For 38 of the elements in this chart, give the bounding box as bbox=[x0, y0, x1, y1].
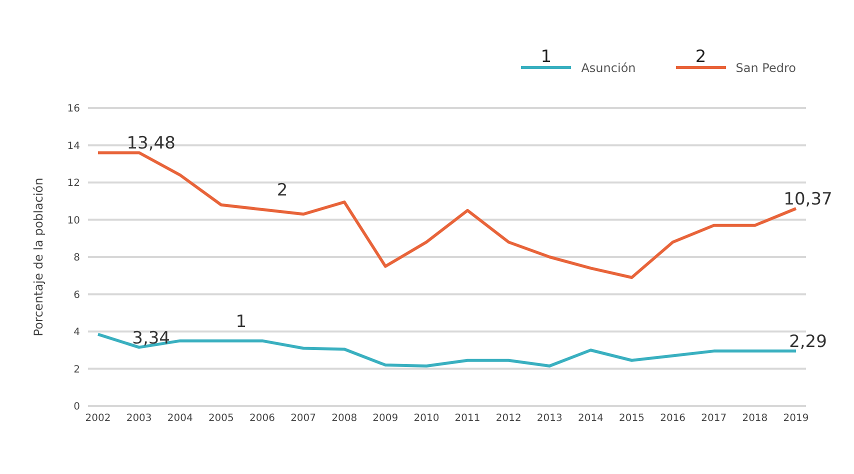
annotation: 10,37 bbox=[784, 190, 832, 210]
x-tick-label: 2002 bbox=[85, 413, 111, 424]
y-tick-label: 10 bbox=[67, 215, 80, 226]
annotation: 13,48 bbox=[126, 134, 176, 154]
y-tick-label: 12 bbox=[67, 178, 80, 190]
x-tick-label: 2008 bbox=[332, 413, 358, 424]
y-tick-label: 8 bbox=[74, 252, 80, 264]
y-tick-label: 16 bbox=[67, 104, 80, 115]
y-axis-title: Porcentaje de la población bbox=[31, 178, 46, 336]
x-tick-label: 2004 bbox=[167, 413, 193, 424]
annotation: 2,29 bbox=[789, 332, 827, 352]
x-tick-label: 2010 bbox=[414, 413, 440, 424]
x-tick-label: 2005 bbox=[208, 413, 234, 424]
y-tick-label: 4 bbox=[74, 327, 80, 338]
x-tick-label: 2006 bbox=[250, 413, 275, 424]
x-tick-label: 2012 bbox=[496, 413, 522, 424]
y-tick-label: 0 bbox=[74, 402, 80, 413]
x-tick-label: 2007 bbox=[290, 413, 316, 424]
y-tick-label: 6 bbox=[74, 290, 80, 301]
text: 1 bbox=[540, 47, 552, 67]
annotation: 2 bbox=[276, 180, 288, 201]
x-tick-label: 2015 bbox=[619, 413, 644, 424]
x-tick-label: 2017 bbox=[701, 413, 727, 424]
text: 2 bbox=[695, 47, 706, 67]
legend-label: San Pedro bbox=[736, 61, 796, 75]
x-tick-label: 2013 bbox=[536, 413, 562, 424]
x-tick-label: 2019 bbox=[783, 413, 809, 424]
x-tick-label: 2009 bbox=[372, 413, 398, 424]
y-tick-label: 2 bbox=[74, 364, 80, 376]
x-tick-label: 2003 bbox=[126, 413, 152, 424]
x-tick-label: 2018 bbox=[742, 413, 768, 424]
y-tick-label: 14 bbox=[67, 140, 80, 152]
x-tick-label: 2016 bbox=[660, 413, 686, 424]
annotation: 3,34 bbox=[132, 328, 170, 348]
legend-label: Asunción bbox=[581, 61, 636, 75]
x-tick-label: 2011 bbox=[454, 413, 480, 424]
x-tick-label: 2014 bbox=[578, 413, 604, 424]
annotation: 1 bbox=[236, 312, 247, 332]
